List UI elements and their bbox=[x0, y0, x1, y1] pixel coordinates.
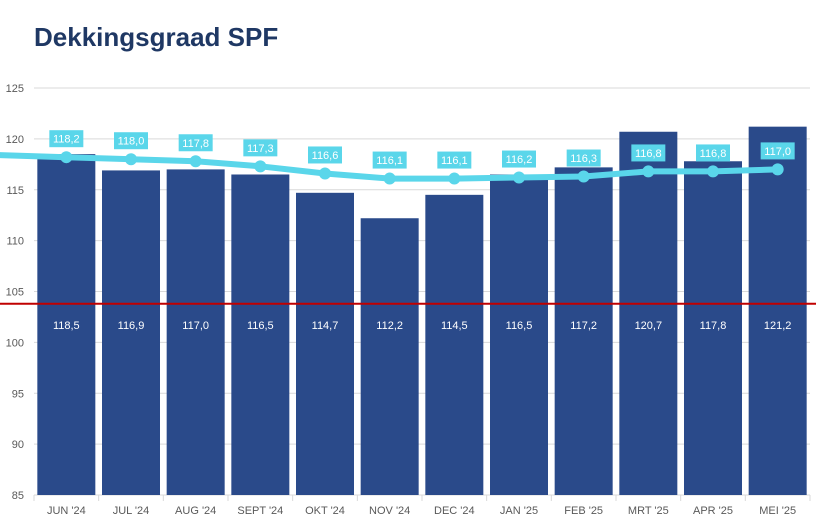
line-label-box bbox=[49, 130, 84, 148]
line-value-label: 118,2 bbox=[53, 134, 80, 146]
bar-value-label: 116,9 bbox=[118, 320, 145, 332]
bar-value-label: 117,8 bbox=[700, 320, 727, 332]
line-value-label: 116,6 bbox=[312, 150, 339, 162]
x-tick-label: DEC '24 bbox=[434, 505, 475, 517]
bar bbox=[425, 194, 484, 495]
line-label-box bbox=[243, 139, 278, 157]
bar-value-label: 114,5 bbox=[441, 320, 468, 332]
bar bbox=[684, 161, 742, 495]
line-value-label: 116,8 bbox=[700, 148, 727, 160]
x-tick-label: AUG '24 bbox=[175, 505, 216, 517]
bar-value-label: 120,7 bbox=[635, 320, 663, 332]
bar bbox=[296, 192, 354, 496]
line-label-box bbox=[566, 149, 601, 167]
line-point bbox=[771, 163, 784, 176]
line-point bbox=[189, 155, 202, 168]
line-label-box bbox=[178, 134, 213, 152]
line-label-box bbox=[372, 151, 407, 169]
bar-value-label: 116,5 bbox=[506, 320, 533, 332]
x-tick-label: JAN '25 bbox=[500, 505, 538, 517]
bar bbox=[748, 126, 807, 495]
bar-value-label: 117,2 bbox=[570, 320, 597, 332]
bar bbox=[360, 218, 419, 496]
line-value-label: 116,2 bbox=[506, 154, 533, 166]
line-value-label: 116,3 bbox=[570, 153, 597, 165]
bar-value-label: 116,5 bbox=[247, 320, 274, 332]
y-tick-label: 85 bbox=[12, 490, 24, 502]
bar-value-label: 117,0 bbox=[182, 320, 209, 332]
bar-value-label: 114,7 bbox=[312, 320, 339, 332]
bar bbox=[37, 154, 96, 495]
y-tick-label: 100 bbox=[6, 337, 24, 349]
line-point bbox=[125, 153, 137, 166]
chart-title: Dekkingsgraad SPF bbox=[34, 22, 279, 52]
y-tick-label: 115 bbox=[6, 185, 24, 197]
line-point bbox=[642, 165, 655, 178]
x-tick-label: APR '25 bbox=[693, 505, 733, 517]
line-label-box bbox=[308, 146, 342, 164]
line-label-box bbox=[114, 132, 148, 150]
bar bbox=[231, 174, 290, 496]
line-value-label: 116,1 bbox=[441, 155, 468, 167]
x-tick-label: MEI '25 bbox=[759, 505, 796, 517]
line-value-label: 116,1 bbox=[376, 155, 403, 167]
bar bbox=[619, 131, 678, 495]
y-tick-label: 90 bbox=[12, 439, 24, 451]
x-tick-label: FEB '25 bbox=[564, 505, 603, 517]
line-value-label: 117,3 bbox=[247, 143, 274, 155]
x-tick-label: SEPT '24 bbox=[237, 505, 283, 517]
line-label-box bbox=[437, 151, 472, 169]
line-point bbox=[383, 172, 396, 185]
line-label-box bbox=[502, 150, 536, 168]
line-point bbox=[707, 165, 719, 178]
x-tick-label: NOV '24 bbox=[369, 505, 410, 517]
line-point bbox=[319, 167, 331, 180]
line-point bbox=[254, 160, 267, 173]
line-value-label: 118,0 bbox=[118, 136, 145, 148]
line-point bbox=[60, 151, 73, 164]
y-tick-label: 120 bbox=[6, 134, 24, 146]
bar bbox=[554, 167, 613, 496]
bar bbox=[490, 174, 548, 496]
x-tick-label: MRT '25 bbox=[628, 505, 669, 517]
line-value-label: 117,8 bbox=[182, 138, 209, 150]
y-tick-label: 95 bbox=[12, 388, 24, 400]
bar-value-label: 121,2 bbox=[764, 320, 792, 332]
line-label-box bbox=[760, 142, 795, 160]
x-tick-label: JUN '24 bbox=[47, 505, 86, 517]
line-value-label: 116,8 bbox=[635, 148, 662, 160]
bar-value-label: 118,5 bbox=[53, 320, 80, 332]
line-point bbox=[577, 170, 590, 183]
line-point bbox=[448, 172, 461, 185]
line-value-label: 117,0 bbox=[764, 146, 791, 158]
y-tick-label: 110 bbox=[6, 236, 24, 248]
bar bbox=[166, 169, 225, 495]
line-label-box bbox=[631, 144, 666, 162]
x-tick-label: JUL '24 bbox=[113, 505, 150, 517]
bar bbox=[102, 170, 160, 496]
line-label-box bbox=[696, 144, 730, 162]
y-tick-label: 125 bbox=[6, 83, 24, 95]
x-tick-label: OKT '24 bbox=[305, 505, 345, 517]
line-point bbox=[513, 171, 525, 184]
y-tick-label: 105 bbox=[6, 287, 24, 299]
bar-value-label: 112,2 bbox=[376, 320, 403, 332]
